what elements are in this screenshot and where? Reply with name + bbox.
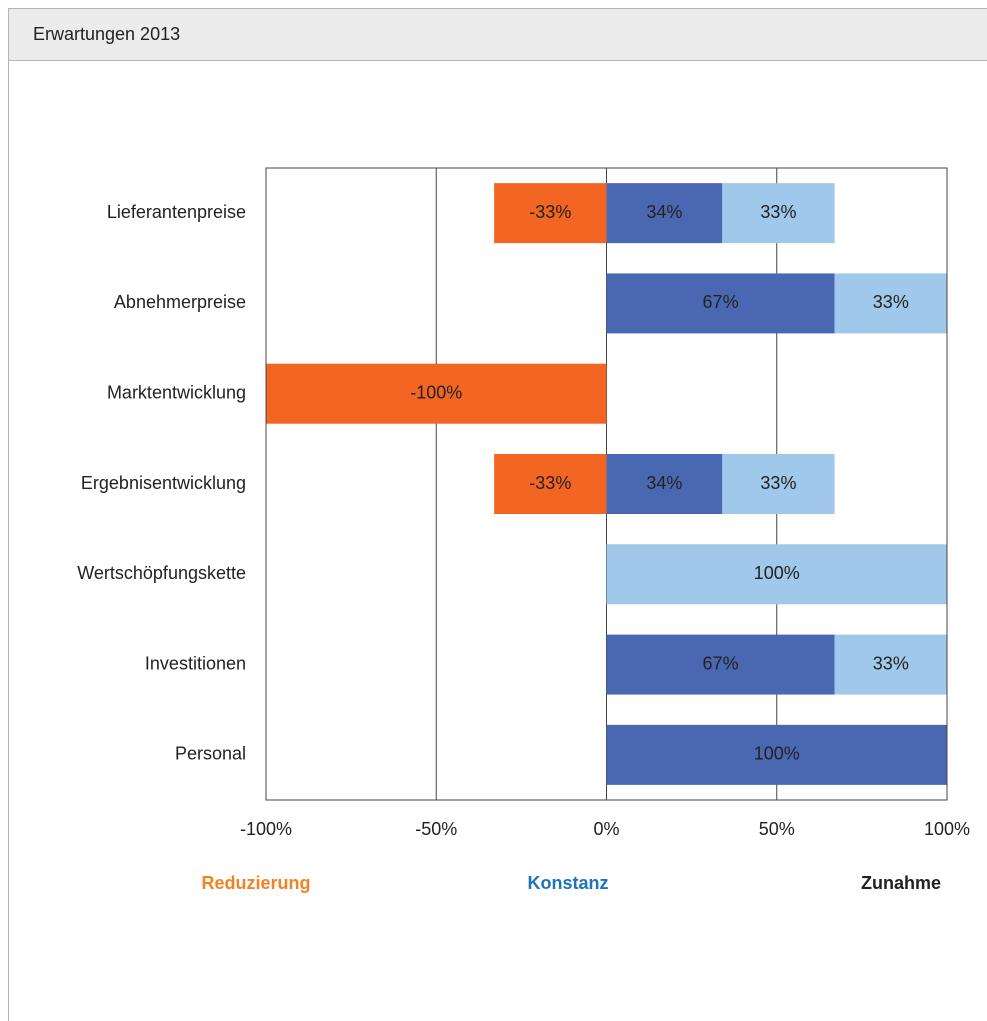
y-tick-label: Wertschöpfungskette bbox=[77, 563, 246, 583]
legend-label: Zunahme bbox=[861, 873, 941, 893]
bar bbox=[606, 183, 723, 244]
legend-label: Konstanz bbox=[528, 873, 609, 893]
bar bbox=[606, 454, 723, 514]
y-tick-label: Marktentwicklung bbox=[107, 382, 246, 402]
x-tick-label: 50% bbox=[759, 819, 795, 839]
legend-label: Reduzierung bbox=[201, 873, 310, 893]
y-tick-label: Lieferantenpreise bbox=[107, 202, 246, 222]
data-label: 67% bbox=[703, 292, 739, 312]
bar bbox=[722, 183, 835, 244]
data-label: 34% bbox=[646, 202, 682, 222]
x-tick-label: 0% bbox=[593, 819, 619, 839]
data-label: -33% bbox=[529, 202, 571, 222]
bar bbox=[606, 544, 947, 605]
y-tick-label: Abnehmerpreise bbox=[114, 292, 246, 312]
bar bbox=[606, 273, 835, 334]
bar bbox=[834, 634, 947, 695]
bar bbox=[494, 454, 607, 514]
data-label: 100% bbox=[754, 744, 800, 764]
data-label: -100% bbox=[410, 382, 462, 402]
bar bbox=[606, 724, 947, 785]
data-label: 67% bbox=[703, 653, 739, 673]
panel-title: Erwartungen 2013 bbox=[33, 24, 180, 44]
bar bbox=[266, 363, 607, 424]
x-tick-label: 100% bbox=[924, 819, 970, 839]
y-tick-label: Ergebnisentwicklung bbox=[81, 473, 246, 493]
x-tick-label: -50% bbox=[415, 819, 457, 839]
data-label: 33% bbox=[760, 473, 796, 493]
data-label: -33% bbox=[529, 473, 571, 493]
x-tick-label: -100% bbox=[240, 819, 292, 839]
bar bbox=[494, 183, 607, 244]
data-label: 33% bbox=[873, 653, 909, 673]
data-label: 33% bbox=[760, 202, 796, 222]
bar bbox=[722, 454, 835, 514]
plot-frame bbox=[265, 167, 948, 801]
panel-header bbox=[8, 8, 987, 61]
y-tick-label: Personal bbox=[175, 744, 246, 764]
bar bbox=[606, 634, 835, 695]
panel-frame bbox=[8, 8, 987, 1021]
y-tick-label: Investitionen bbox=[145, 653, 246, 673]
data-label: 34% bbox=[646, 473, 682, 493]
bar bbox=[834, 273, 947, 334]
data-label: 100% bbox=[754, 563, 800, 583]
data-label: 33% bbox=[873, 292, 909, 312]
